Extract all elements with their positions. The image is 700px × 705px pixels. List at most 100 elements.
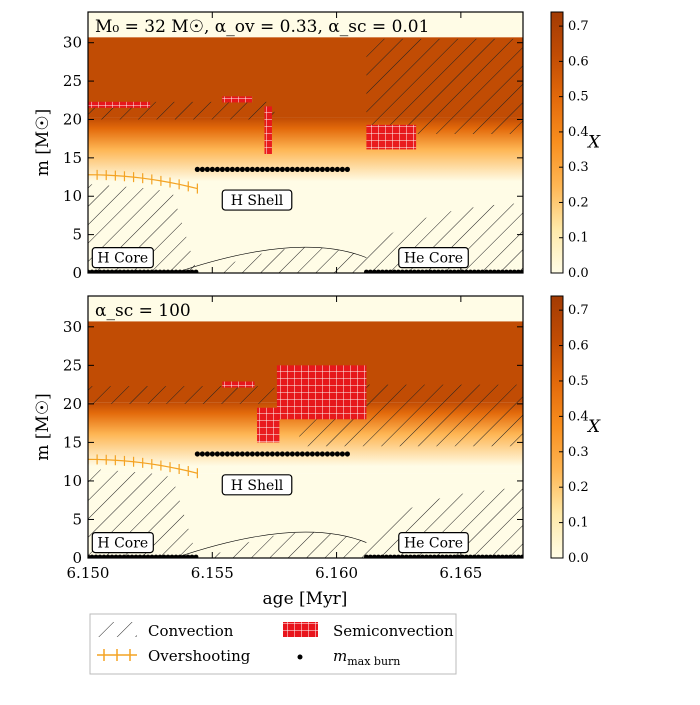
colorbar-tick-label: 0.3: [568, 160, 589, 175]
max-burn-point: [468, 554, 473, 558]
max-burn-point: [504, 269, 509, 273]
max-burn-point: [209, 166, 215, 172]
max-burn-point: [416, 269, 421, 273]
max-burn-point: [113, 554, 119, 558]
max-burn-point: [145, 554, 151, 558]
plot-area: [88, 296, 523, 558]
max-burn-point: [149, 554, 155, 558]
max-burn-point: [269, 451, 275, 457]
max-burn-point: [229, 166, 235, 172]
max-burn-point: [239, 451, 245, 457]
semiconvection-region: [276, 365, 367, 420]
max-burn-point: [194, 451, 200, 457]
y-tick-label: 15: [63, 433, 82, 451]
max-burn-point: [516, 554, 521, 558]
max-burn-point: [113, 269, 119, 273]
panel-title: α_sc = 100: [95, 301, 191, 321]
convection-region-envelope-early: [88, 386, 275, 404]
max-burn-point: [284, 451, 290, 457]
max-burn-point: [496, 554, 501, 558]
max-burn-point: [117, 554, 123, 558]
plot-area: [88, 12, 523, 273]
max-burn-point: [177, 269, 183, 273]
max-burn-point: [468, 269, 473, 273]
region-label-box: [91, 247, 154, 269]
max-burn-point: [309, 166, 315, 172]
max-burn-point: [508, 554, 513, 558]
max-burn-point: [520, 554, 523, 558]
max-burn-point: [199, 451, 205, 457]
colorbar-tick-label: 0.2: [568, 480, 589, 495]
max-burn-point: [249, 451, 255, 457]
max-burn-point: [392, 269, 397, 273]
max-burn-point: [476, 269, 481, 273]
max-burn-point: [484, 554, 489, 558]
max-burn-point: [165, 554, 171, 558]
max-burn-point: [512, 269, 517, 273]
max-burn-point: [219, 451, 225, 457]
max-burn-point: [97, 269, 103, 273]
y-tick-label: 30: [63, 34, 82, 52]
max-burn-point: [319, 166, 325, 172]
max-burn-point: [173, 269, 179, 273]
max-burn-point: [274, 451, 280, 457]
legend-label-convection: Convection: [148, 622, 234, 640]
max-burn-point: [314, 166, 320, 172]
y-axis-label: m [M☉]: [33, 109, 53, 176]
x-tick-label: 6.160: [315, 564, 358, 582]
legend-swatch-convection: [97, 622, 137, 637]
y-tick-label: 10: [63, 472, 82, 490]
max-burn-point: [234, 166, 240, 172]
max-burn-point: [428, 269, 433, 273]
max-burn-point: [404, 554, 409, 558]
max-burn-point: [396, 269, 401, 273]
max-burn-point: [204, 166, 210, 172]
max-burn-shell: [194, 451, 350, 457]
max-burn-point: [284, 166, 290, 172]
max-burn-point: [105, 554, 111, 558]
max-burn-point: [244, 166, 250, 172]
max-burn-point: [105, 269, 111, 273]
y-tick-label: 30: [63, 318, 82, 336]
convection-region-envelope-late: [366, 38, 523, 135]
max-burn-point: [254, 166, 260, 172]
colorbar-tick-label: 0.6: [568, 339, 589, 354]
max-burn-point: [334, 166, 340, 172]
x-tick-label: 6.155: [191, 564, 234, 582]
overshooting-region: [88, 454, 198, 479]
max-burn-point: [376, 554, 381, 558]
max-burn-point: [153, 554, 159, 558]
y-axis-label: m [M☉]: [33, 393, 53, 460]
max-burn-point: [299, 166, 305, 172]
max-burn-point: [400, 554, 405, 558]
max-burn-point: [496, 269, 501, 273]
max-burn-point: [452, 554, 457, 558]
y-tick-label: 5: [72, 226, 82, 244]
max-burn-point: [492, 554, 497, 558]
max-burn-point: [224, 166, 230, 172]
max-burn-point: [294, 166, 300, 172]
max-burn-point: [209, 451, 215, 457]
y-tick-label: 25: [63, 356, 82, 374]
legend-label-semiconvection: Semiconvection: [333, 622, 454, 640]
semiconvection-region: [222, 381, 255, 388]
max-burn-point: [274, 166, 280, 172]
max-burn-point: [424, 269, 429, 273]
colorbar-gradient: [550, 295, 564, 559]
max-burn-point: [249, 166, 255, 172]
max-burn-point: [339, 166, 345, 172]
semiconvection-region: [257, 407, 280, 443]
max-burn-point: [476, 554, 481, 558]
max-burn-point: [364, 554, 369, 558]
max-burn-point: [224, 451, 230, 457]
y-tick-label: 5: [72, 510, 82, 528]
max-burn-point: [344, 166, 350, 172]
max-burn-point: [181, 554, 187, 558]
max-burn-point: [500, 269, 505, 273]
max-burn-point: [464, 554, 469, 558]
max-burn-point: [416, 554, 421, 558]
max-burn-point: [141, 554, 147, 558]
colorbar-tick-label: 0.6: [568, 54, 589, 69]
max-burn-point: [388, 269, 393, 273]
